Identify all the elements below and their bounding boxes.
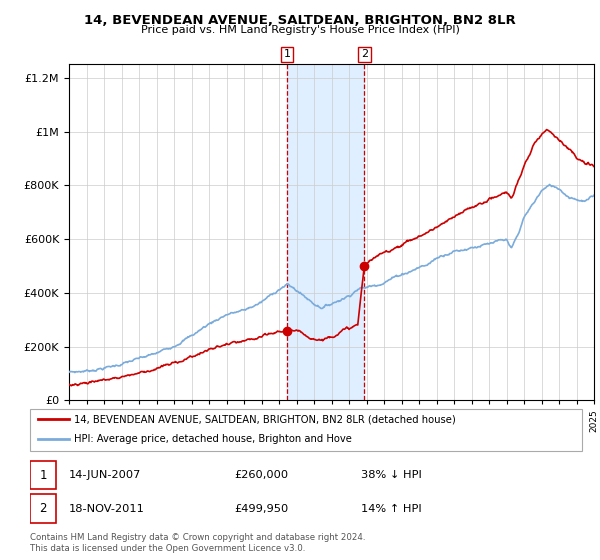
FancyBboxPatch shape <box>30 461 56 489</box>
Text: 1: 1 <box>40 469 47 482</box>
Text: 38% ↓ HPI: 38% ↓ HPI <box>361 470 422 480</box>
Text: 18-NOV-2011: 18-NOV-2011 <box>68 503 145 514</box>
Text: 2: 2 <box>40 502 47 515</box>
Text: Contains HM Land Registry data © Crown copyright and database right 2024.
This d: Contains HM Land Registry data © Crown c… <box>30 533 365 553</box>
Text: 2: 2 <box>361 49 368 59</box>
FancyBboxPatch shape <box>30 409 582 451</box>
Text: 14-JUN-2007: 14-JUN-2007 <box>68 470 141 480</box>
Text: 14, BEVENDEAN AVENUE, SALTDEAN, BRIGHTON, BN2 8LR: 14, BEVENDEAN AVENUE, SALTDEAN, BRIGHTON… <box>84 14 516 27</box>
FancyBboxPatch shape <box>30 494 56 522</box>
Text: 1: 1 <box>284 49 290 59</box>
Text: 14% ↑ HPI: 14% ↑ HPI <box>361 503 422 514</box>
Text: £260,000: £260,000 <box>234 470 289 480</box>
Text: 14, BEVENDEAN AVENUE, SALTDEAN, BRIGHTON, BN2 8LR (detached house): 14, BEVENDEAN AVENUE, SALTDEAN, BRIGHTON… <box>74 414 456 424</box>
Text: £499,950: £499,950 <box>234 503 289 514</box>
Bar <box>287 64 364 400</box>
Text: HPI: Average price, detached house, Brighton and Hove: HPI: Average price, detached house, Brig… <box>74 434 352 444</box>
Text: Price paid vs. HM Land Registry's House Price Index (HPI): Price paid vs. HM Land Registry's House … <box>140 25 460 35</box>
